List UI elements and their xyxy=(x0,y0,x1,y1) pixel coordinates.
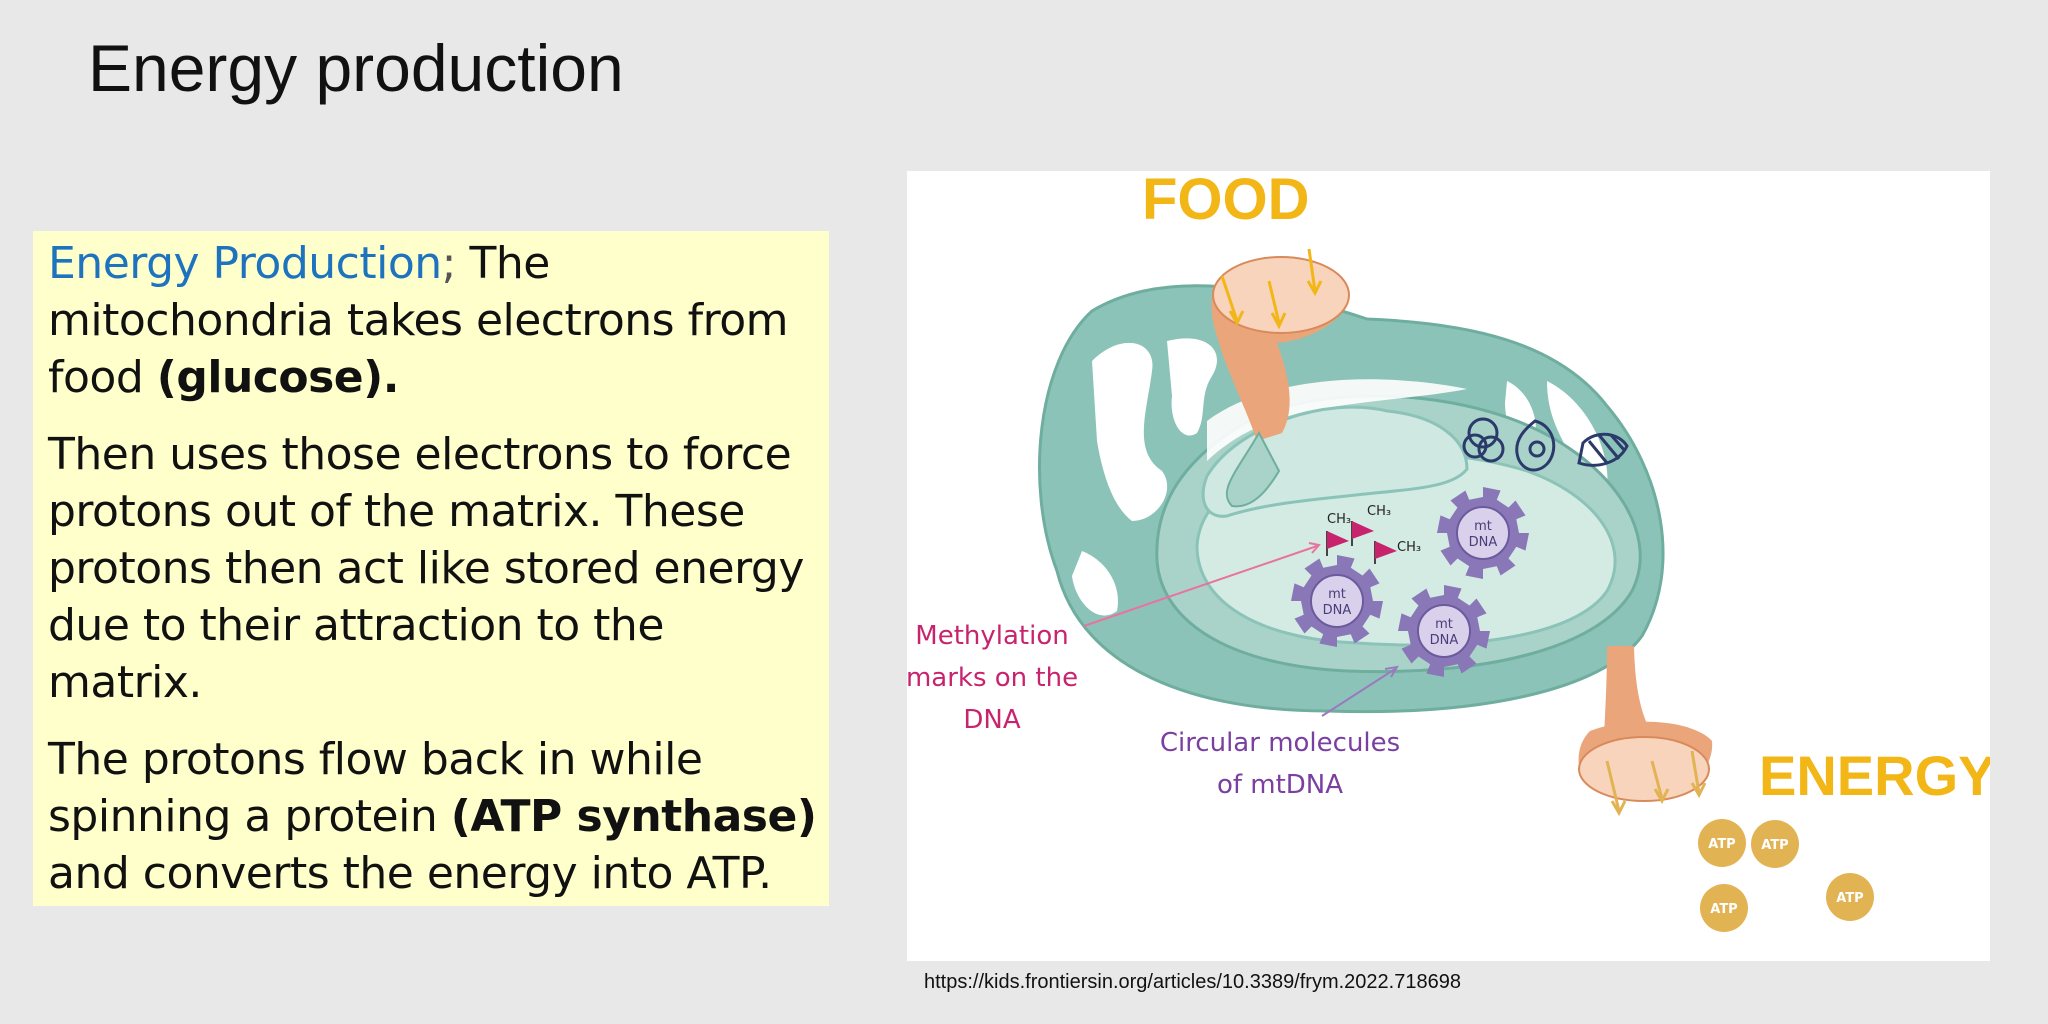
food-icons xyxy=(1462,417,1629,472)
crista-gap xyxy=(1092,342,1168,521)
paragraph-energy-production: Energy Production; The mitochondria take… xyxy=(48,235,829,406)
source-citation: https://kids.frontiersin.org/articles/10… xyxy=(924,971,1461,993)
mitochondria-diagram: FOOD CH₃ CH₃ CH₃ mt DNA mt DNA mt DNA Methyla… xyxy=(907,171,1990,961)
mtdna-gear-icon: mtDNA xyxy=(1437,487,1529,579)
circular-molecules-label: Circular molecules of mtDNA xyxy=(1160,728,1400,800)
svg-text:mt: mt xyxy=(1474,519,1492,534)
svg-text:DNA: DNA xyxy=(963,705,1020,735)
svg-text:DNA: DNA xyxy=(1469,535,1498,550)
svg-text:Circular molecules: Circular molecules xyxy=(1160,728,1400,758)
food-funnel xyxy=(1211,256,1350,508)
atp-molecule: ATP xyxy=(1751,820,1799,868)
paragraph-3-text-b: and converts the energy into ATP. xyxy=(48,848,772,899)
atp-molecules: ATP ATP ATP ATP xyxy=(1698,819,1874,932)
circular-pointer xyxy=(1321,668,1396,717)
energy-funnel xyxy=(1578,646,1713,802)
crista-gap xyxy=(1072,551,1118,616)
svg-text:mt: mt xyxy=(1435,617,1453,632)
paragraph-1-text: The mitochondria takes electrons from fo… xyxy=(48,238,789,403)
term-separator: ; xyxy=(441,238,457,289)
svg-text:DNA: DNA xyxy=(1430,633,1459,648)
atp-molecule: ATP xyxy=(1700,884,1748,932)
mtdna-gear-icon: mtDNA xyxy=(1398,585,1490,677)
svg-text:of mtDNA: of mtDNA xyxy=(1217,770,1343,800)
explanation-text-box: Energy Production; The mitochondria take… xyxy=(33,231,829,906)
methylation-label: Methylation marks on the DNA xyxy=(907,621,1078,735)
svg-text:ATP: ATP xyxy=(1836,891,1863,906)
svg-text:CH₃: CH₃ xyxy=(1397,540,1421,555)
svg-text:CH₃: CH₃ xyxy=(1327,512,1351,527)
atp-molecule: ATP xyxy=(1826,873,1874,921)
svg-text:mt: mt xyxy=(1328,587,1346,602)
atp-synthase-bold: (ATP synthase) xyxy=(450,791,817,842)
atp-molecule: ATP xyxy=(1698,819,1746,867)
paragraph-3-text-a: The protons flow back in while spinning … xyxy=(48,734,703,842)
svg-text:ATP: ATP xyxy=(1708,837,1735,852)
svg-text:ATP: ATP xyxy=(1761,838,1788,853)
term-energy-production: Energy Production xyxy=(48,238,442,289)
energy-label: ENERGY xyxy=(1759,744,1990,807)
svg-text:CH₃: CH₃ xyxy=(1367,504,1391,519)
crista-gap xyxy=(1167,338,1217,436)
methylation-pointer xyxy=(1083,545,1318,627)
slide-title: Energy production xyxy=(88,31,624,105)
energy-arrows xyxy=(1605,750,1707,817)
svg-text:marks on the: marks on the xyxy=(907,663,1078,693)
svg-text:ATP: ATP xyxy=(1710,902,1737,917)
food-label: FOOD xyxy=(1142,171,1310,232)
paragraph-atp-synthase: The protons flow back in while spinning … xyxy=(48,731,829,902)
food-arrows xyxy=(1220,248,1323,330)
paragraph-protons: Then uses those electrons to force proto… xyxy=(48,429,804,708)
svg-text:Methylation: Methylation xyxy=(915,621,1068,651)
glucose-bold: (glucose). xyxy=(156,352,400,403)
mtdna-gear-icon: mtDNA xyxy=(1291,555,1383,647)
methylation-flags: CH₃ CH₃ CH₃ xyxy=(1326,504,1421,564)
svg-text:DNA: DNA xyxy=(1323,603,1352,618)
